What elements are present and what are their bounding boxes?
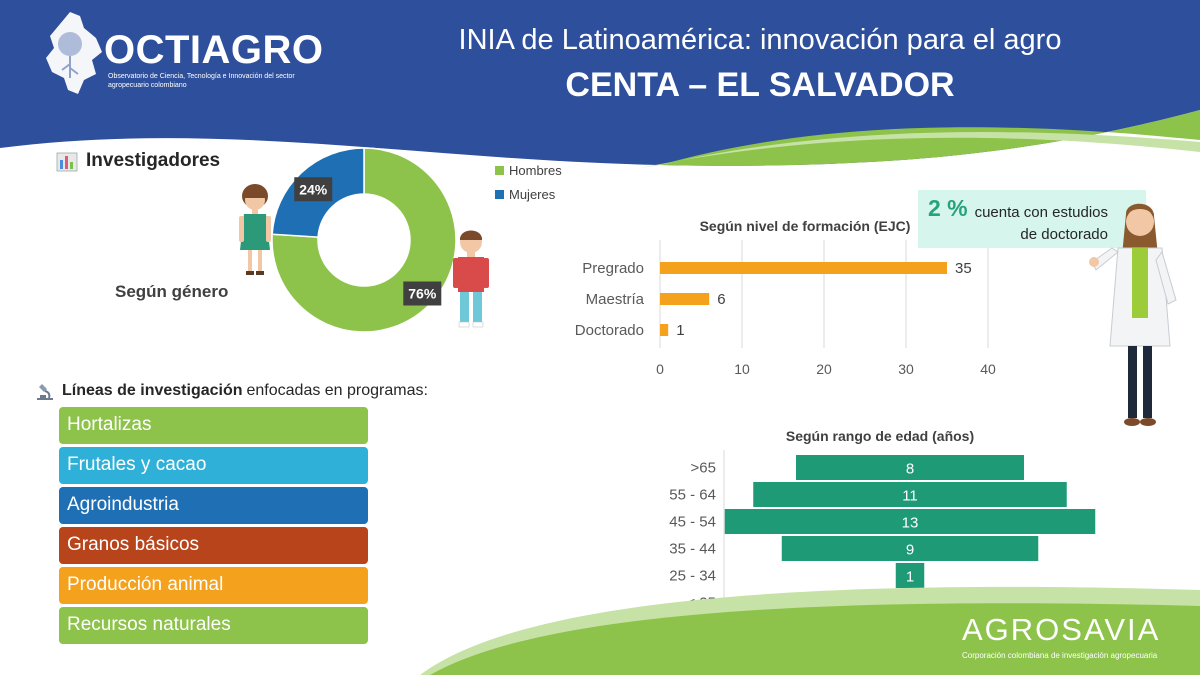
formacion-chart-title: Según nivel de formación (EJC) — [699, 218, 911, 234]
logo-name: OCTIAGRO — [104, 28, 324, 72]
x-tick-label: 40 — [980, 361, 996, 377]
bar-doctorado — [660, 324, 669, 336]
line-item-produccion-animal: Producción animal — [59, 567, 368, 604]
age-category-label: >65 — [691, 460, 716, 477]
age-category-label: 45 - 54 — [669, 514, 716, 531]
doctorate-text: cuenta con estudios de doctorado — [974, 204, 1108, 243]
gender-chart-label: Según género — [115, 282, 229, 301]
agrosavia-logo: AGROSAVIA — [962, 612, 1161, 647]
category-label: Maestría — [586, 291, 645, 308]
microscope-icon — [37, 384, 53, 400]
age-bar-value: 11 — [902, 488, 918, 505]
legend-item-mujeres: Mujeres — [495, 182, 562, 206]
bar-maestría — [660, 293, 710, 305]
girl-illustration — [239, 184, 271, 275]
header-blue-wave — [0, 0, 1200, 166]
bar-value-label: 1 — [676, 322, 684, 339]
category-label: Doctorado — [575, 322, 644, 339]
legend-item-hombres: Hombres — [495, 158, 562, 182]
age-bar — [796, 455, 1024, 480]
lines-heading-rest: enfocadas en programas: — [246, 382, 428, 399]
legend-swatch-mujeres — [495, 189, 504, 199]
bar-value-label: 35 — [955, 260, 972, 277]
donut-label-hombres: 76% — [403, 281, 442, 306]
x-tick-label: 0 — [656, 361, 664, 377]
age-bar-value: 9 — [906, 542, 914, 559]
bar-chart-icon — [56, 152, 78, 172]
x-tick-label: 20 — [816, 361, 832, 377]
lines-heading: Líneas de investigación enfocadas en pro… — [34, 380, 428, 402]
line-item-agroindustria: Agroindustria — [59, 487, 368, 524]
header-banner — [0, 0, 1200, 168]
octiagro-logo-icon — [46, 12, 102, 94]
age-bar — [753, 482, 1067, 507]
line-item-recursos: Recursos naturales — [59, 607, 368, 644]
legend-label-hombres: Hombres — [509, 162, 562, 178]
line-item-frutales: Frutales y cacao — [59, 447, 368, 484]
bar-pregrado — [660, 262, 947, 274]
boy-illustration — [453, 230, 489, 328]
page-title: INIA de Latinoamérica: innovación para e… — [458, 24, 1062, 56]
doctorate-percent: 2 % — [928, 195, 968, 221]
svg-text:76%: 76% — [408, 285, 437, 301]
line-item-granos: Granos básicos — [59, 527, 368, 564]
page-subtitle: CENTA – EL SALVADOR — [565, 66, 955, 104]
agrosavia-tagline: Corporación colombiana de investigación … — [962, 651, 1158, 660]
age-category-label: 55 - 64 — [669, 487, 716, 504]
gender-donut-chart: 76% 24% — [271, 147, 457, 333]
scientist-illustration — [1089, 203, 1177, 426]
legend-swatch-hombres — [495, 165, 504, 175]
age-category-label: 25 - 34 — [669, 568, 716, 585]
age-bar-value: 8 — [906, 461, 914, 478]
investigadores-title: Investigadores — [86, 150, 221, 171]
formacion-bar-chart: 0 10 20 30 40 Pregrado 35 Maestría 6 Doctorado 1 — [575, 240, 996, 377]
category-label: Pregrado — [582, 260, 644, 277]
legend-label-mujeres: Mujeres — [509, 186, 556, 202]
x-tick-label: 10 — [734, 361, 750, 377]
svg-text:24%: 24% — [299, 181, 328, 197]
age-bar — [724, 509, 1096, 534]
footer-banner — [420, 586, 1200, 675]
footer-green-wave — [430, 603, 1200, 675]
donut-label-mujeres: 24% — [294, 177, 333, 202]
lines-heading-bold: Líneas de investigación — [62, 382, 243, 399]
x-tick-label: 30 — [898, 361, 914, 377]
age-bar — [895, 563, 925, 588]
line-item-hortalizas: Hortalizas — [59, 407, 368, 444]
age-bar-value: 13 — [902, 515, 919, 532]
doctorate-note: 2 % cuenta con estudios de doctorado — [918, 190, 1146, 248]
bar-value-label: 6 — [717, 291, 725, 308]
edad-chart-title: Según rango de edad (años) — [785, 428, 975, 444]
age-bar — [781, 536, 1039, 561]
age-bar-value: 1 — [906, 569, 914, 586]
logo-tagline: Observatorio de Ciencia, Tecnología e In… — [108, 73, 295, 89]
age-category-label: 35 - 44 — [669, 541, 716, 558]
gender-legend: Hombres Mujeres — [495, 158, 562, 206]
